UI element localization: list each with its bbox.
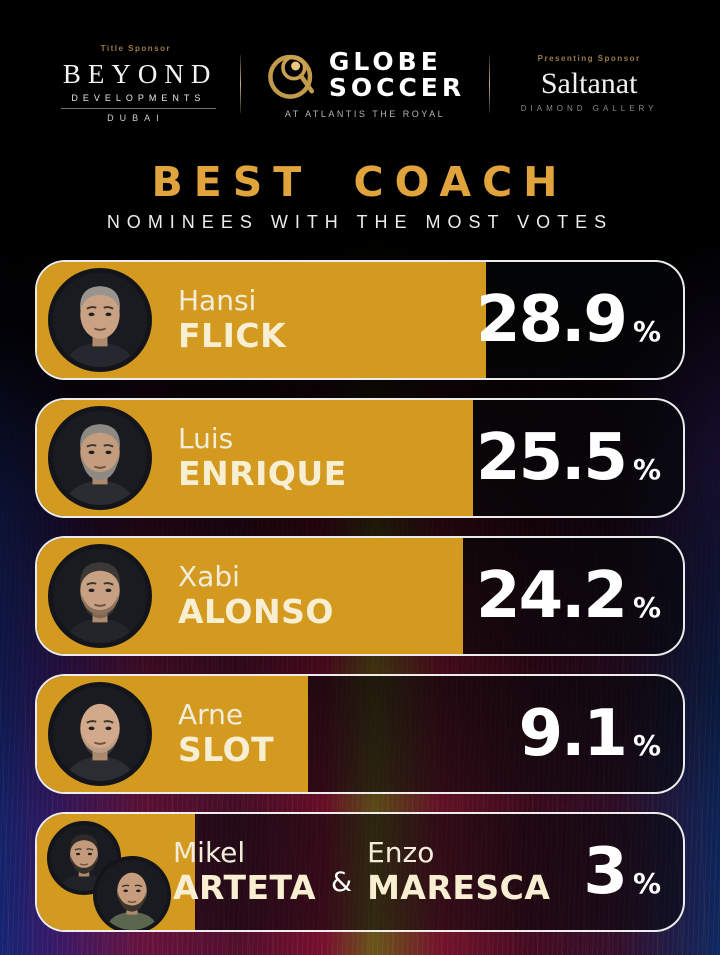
sponsor-strip: Title Sponsor BEYOND DEVELOPMENTS DUBAI … (0, 44, 720, 123)
diamond-gallery-text: DIAMOND GALLERY (520, 104, 658, 113)
page-subtitle: NOMINEES WITH THE MOST VOTES (106, 212, 614, 232)
beyond-dubai-text: DUBAI (107, 113, 165, 123)
vote-percentage: 24.2 % (476, 564, 661, 628)
nominee-row-arteta-maresca: Mikel ARTETA & Enzo MARESCA 3 % (35, 812, 685, 932)
nominee-last-name: ALONSO (178, 592, 334, 632)
page-title: BEST COACH (151, 158, 569, 206)
percent-sign: % (632, 453, 661, 486)
vote-percentage: 28.9 % (476, 288, 661, 352)
atlantis-tagline: AT ATLANTIS THE ROYAL (284, 109, 446, 119)
nominee-last-name: FLICK (178, 316, 287, 356)
saltanat-logo: Saltanat (540, 67, 638, 100)
nominee-first-name: Enzo (367, 835, 435, 869)
percent-sign: % (632, 591, 661, 624)
alonso-photo (48, 544, 152, 648)
nominee-row-flick: Hansi FLICK 28.9 % (35, 260, 685, 380)
enrique-photo (48, 406, 152, 510)
sponsor-divider (239, 54, 241, 113)
globe-soccer-icon (268, 54, 314, 99)
vote-percentage: 9.1 % (519, 702, 661, 766)
presenting-sponsor-label: Presenting Sponsor (537, 54, 641, 63)
nominee-last-name: ARTETA (173, 868, 317, 908)
nominee-row-enrique: Luis ENRIQUE 25.5 % (35, 398, 685, 518)
nominee-last-name: MARESCA (367, 868, 551, 908)
percent-value: 24.2 (476, 559, 628, 633)
percent-value: 3 (583, 835, 628, 909)
vote-percentage: 25.5 % (476, 426, 661, 490)
flick-photo (48, 268, 152, 372)
nominee-first-name: Xabi (178, 559, 240, 593)
nominee-row-slot: Arne SLOT 9.1 % (35, 674, 685, 794)
nominee-first-name: Hansi (178, 283, 257, 317)
slot-photo (48, 682, 152, 786)
percent-value: 25.5 (476, 421, 628, 495)
nominee-first-name: Luis (178, 421, 234, 455)
ampersand: & (331, 867, 353, 899)
results-list: Hansi FLICK 28.9 % Luis ENRIQUE 25.5 (35, 260, 685, 932)
vote-percentage: 3 % (583, 840, 661, 904)
percent-sign: % (632, 729, 661, 762)
globe-word: GLOBE (328, 47, 442, 76)
beyond-logo: BEYOND (62, 59, 218, 89)
nominee-first-name: Arne (178, 697, 244, 731)
sponsor-divider (489, 54, 491, 113)
percent-value: 9.1 (518, 697, 628, 771)
title-sponsor-label: Title Sponsor (100, 44, 172, 53)
maresca-photo (93, 856, 171, 930)
globe-soccer-block: GLOBE SOCCER AT ATLANTIS THE ROYAL (265, 48, 465, 119)
title-sponsor-block: Title Sponsor BEYOND DEVELOPMENTS DUBAI (56, 44, 216, 123)
percent-sign: % (632, 315, 661, 348)
nominee-last-name: SLOT (178, 730, 275, 770)
nominee-row-alonso: Xabi ALONSO 24.2 % (35, 536, 685, 656)
globe-soccer-wordmark: GLOBE SOCCER (329, 49, 465, 101)
nominee-last-name: ENRIQUE (178, 454, 347, 494)
beyond-developments-text: DEVELOPMENTS (60, 93, 216, 109)
soccer-word: SOCCER (328, 73, 466, 102)
percent-value: 28.9 (476, 283, 628, 357)
percent-sign: % (632, 867, 661, 900)
presenting-sponsor-block: Presenting Sponsor Saltanat DIAMOND GALL… (514, 54, 664, 113)
nominee-first-name: Mikel (173, 835, 246, 869)
duo-photos (37, 814, 171, 930)
